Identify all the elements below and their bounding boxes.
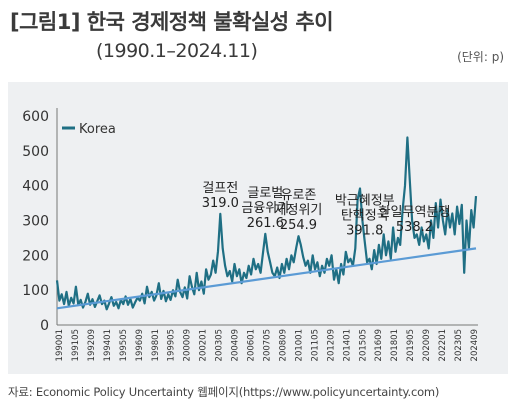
x-tick-label: 200305 (215, 329, 225, 361)
series-line-korea (55, 136, 478, 311)
annotation-label: 유로존 재정위기 254.9 (275, 188, 323, 233)
x-tick-label: 202201 (438, 329, 448, 361)
x-tick-label: 199401 (103, 329, 113, 361)
x-tick-label: 202009 (422, 329, 432, 361)
annotation-label: 박근혜정부 탄핵정국 391.8 (335, 193, 395, 238)
chart-subtitle: (1990.1–2024.11) (96, 40, 258, 62)
x-tick-label: 199505 (119, 329, 129, 361)
trend-line (56, 247, 477, 310)
unit-label: (단위: p) (457, 50, 504, 64)
x-tick-label: 200601 (247, 329, 257, 361)
x-tick-label: 201105 (310, 329, 320, 361)
x-tick-label: 202409 (470, 329, 480, 361)
y-tick-label: 100 (22, 283, 49, 299)
y-tick-label: 300 (22, 214, 49, 230)
x-tick-label: 201801 (390, 329, 400, 361)
x-tick-label: 200705 (263, 329, 273, 361)
x-tick-label: 199905 (167, 329, 177, 361)
x-tick-label: 199209 (87, 329, 97, 361)
x-tick-label: 201505 (358, 329, 368, 361)
y-tick-label: 600 (22, 109, 49, 125)
x-tick-label: 199801 (151, 329, 161, 361)
x-tick-label: 200409 (231, 329, 241, 361)
y-tick-label: 500 (22, 144, 49, 160)
x-tick-label: 199001 (55, 329, 65, 361)
y-tick-label: 0 (40, 318, 49, 334)
annotation-label: 한일무역분쟁 538.2 (379, 205, 451, 235)
line-chart: 0 100 200 300 400 500 600 199001 199105 199209 199… (22, 108, 480, 361)
x-tick-label: 201209 (326, 329, 336, 361)
x-tick-label: 201001 (294, 329, 304, 361)
annotation-label: 걸프전 319.0 (202, 181, 239, 211)
x-tick-label: 200201 (199, 329, 209, 361)
x-tick-label: 201401 (342, 329, 352, 361)
legend-label: Korea (79, 122, 116, 137)
x-tick-label: 202305 (454, 329, 464, 361)
x-tick-label: 200009 (183, 329, 193, 361)
source-note: 자료: Economic Policy Uncertainty 웹페이지(htt… (8, 385, 440, 399)
x-tick-label: 199609 (135, 329, 145, 361)
x-tick-label: 201905 (406, 329, 416, 361)
chart-title: [그림1] 한국 경제정책 불확실성 추이 (10, 10, 334, 34)
x-tick-label: 201609 (374, 329, 384, 361)
annotation-label: 글로벌 금융위기 261.6 (241, 186, 289, 231)
x-tick-label: 200809 (278, 329, 288, 361)
y-tick-label: 200 (22, 248, 49, 264)
x-tick-label: 199105 (71, 329, 81, 361)
y-tick-label: 400 (22, 179, 49, 195)
